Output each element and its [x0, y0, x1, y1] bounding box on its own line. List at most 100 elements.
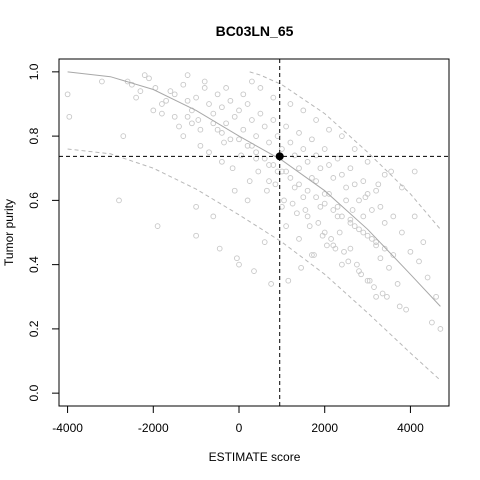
data-point [223, 120, 229, 127]
data-point [291, 152, 298, 159]
data-point [167, 88, 174, 94]
y-tick-label: 0.4 [27, 256, 41, 273]
data-point [216, 245, 223, 252]
data-point [351, 223, 358, 229]
chart-title: BC03LN_65 [216, 23, 294, 39]
data-point [296, 181, 302, 188]
data-point [384, 293, 390, 300]
data-point [371, 284, 377, 290]
data-point [411, 213, 418, 220]
data-point [321, 200, 328, 207]
data-point [373, 187, 379, 194]
data-point [377, 255, 384, 262]
data-point [229, 165, 236, 172]
data-point [289, 200, 296, 207]
data-point [193, 94, 199, 101]
data-point [354, 261, 360, 268]
data-point [411, 168, 418, 175]
data-point [381, 171, 388, 178]
data-point [386, 264, 392, 271]
lower-confidence-band [67, 148, 441, 381]
data-point [300, 194, 307, 201]
data-point [304, 213, 311, 220]
data-point [129, 81, 135, 88]
data-point [394, 281, 401, 287]
data-point [358, 271, 364, 278]
data-point [369, 236, 375, 242]
data-point [381, 245, 388, 252]
data-point [339, 213, 345, 220]
y-tick-label: 0.8 [27, 127, 41, 144]
data-point [257, 110, 264, 117]
x-tick-label: -2000 [138, 421, 169, 435]
data-point [364, 232, 371, 239]
data-point [253, 149, 259, 156]
data-point [227, 97, 234, 104]
data-point [321, 146, 328, 152]
data-point [141, 72, 148, 78]
data-point [360, 229, 367, 236]
data-point [261, 239, 268, 245]
data-point [261, 155, 268, 162]
data-point [291, 184, 298, 191]
data-point [347, 245, 354, 252]
data-point [236, 136, 242, 143]
data-point [240, 91, 247, 98]
data-point [298, 264, 304, 271]
data-point [373, 242, 379, 249]
data-point [351, 181, 358, 188]
data-point [287, 101, 294, 107]
data-point [236, 107, 242, 114]
data-point [240, 126, 247, 133]
data-point [294, 210, 300, 217]
data-point [356, 197, 362, 204]
data-point [238, 152, 244, 159]
data-point [206, 149, 212, 156]
data-point [313, 117, 319, 123]
data-point [349, 207, 356, 213]
data-point [396, 303, 403, 310]
data-point [309, 175, 315, 181]
data-point [424, 274, 431, 281]
data-point [429, 319, 435, 326]
data-point [283, 223, 289, 229]
data-point [210, 110, 217, 117]
data-point [407, 248, 414, 255]
data-point [197, 142, 204, 149]
data-point [159, 110, 165, 117]
data-point [360, 178, 367, 184]
data-point [261, 123, 268, 130]
data-point [249, 117, 255, 123]
data-point [159, 101, 165, 107]
data-point [336, 229, 343, 236]
x-axis-label: ESTIMATE score [209, 450, 301, 464]
data-point [326, 191, 332, 197]
data-point [306, 223, 313, 229]
data-point [326, 126, 332, 133]
data-point [244, 101, 251, 107]
x-tick-label: 0 [236, 421, 243, 435]
data-point [300, 107, 307, 114]
data-point [360, 213, 367, 220]
data-point [171, 113, 178, 120]
reference-lines [59, 59, 449, 406]
data-point [231, 187, 238, 194]
data-point [184, 97, 191, 104]
data-point [416, 258, 422, 265]
data-point [319, 232, 326, 239]
data-point [339, 261, 345, 268]
data-point [246, 178, 253, 184]
data-point [193, 203, 199, 210]
fit-curve [67, 71, 441, 307]
data-point [345, 258, 352, 265]
data-point [163, 97, 169, 104]
data-point [206, 101, 212, 107]
y-tick-label: 0.2 [27, 320, 41, 337]
data-point [437, 326, 444, 332]
data-point [270, 94, 277, 101]
data-point [369, 207, 375, 213]
data-point [309, 136, 315, 143]
data-point [347, 165, 354, 172]
data-point [116, 197, 122, 204]
